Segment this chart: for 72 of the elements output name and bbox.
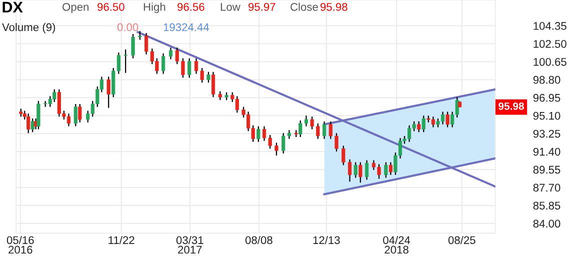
candlestick	[364, 160, 369, 180]
annotation: Low	[220, 3, 240, 11]
candlestick	[384, 162, 388, 178]
annotation: 19324.44	[164, 23, 210, 32]
candlestick	[328, 120, 332, 140]
candlestick	[200, 67, 204, 84]
candlestick	[348, 158, 352, 182]
candlestick	[106, 76, 110, 108]
y-tick-label: 91.40	[533, 148, 560, 156]
candlestick	[168, 47, 173, 60]
candlestick	[358, 162, 362, 184]
annotation: 95.97	[248, 2, 276, 11]
x-tick-label: 04/24 2018	[383, 236, 410, 254]
candlestick	[181, 58, 185, 78]
y-tick-label: 102.50	[534, 40, 566, 48]
x-tick-label: 05/16 2016	[6, 236, 34, 254]
annotation: 96.50	[98, 2, 124, 11]
y-tick-label: 85.85	[533, 202, 560, 210]
y-tick-label: 98.80	[533, 76, 560, 84]
candlestick	[422, 115, 426, 133]
candlestick	[322, 120, 326, 140]
candlestick	[274, 142, 278, 156]
x-tick-label: 11/22	[108, 236, 134, 244]
candlestick	[310, 116, 314, 130]
candlestick	[334, 132, 338, 152]
candlestick	[144, 32, 148, 55]
y-tick-label: 89.55	[533, 166, 560, 174]
y-tick-label: 96.95	[533, 94, 560, 102]
candlestick	[342, 145, 346, 166]
annotation: High	[144, 2, 166, 14]
annotation: 96.56	[178, 2, 204, 11]
y-tick-label: 100.65	[534, 58, 566, 66]
candlestick	[354, 162, 358, 178]
candlestick	[194, 58, 198, 74]
candlestick	[36, 100, 40, 130]
candlestick	[388, 162, 392, 176]
candlestick	[282, 132, 286, 154]
annotation: 95.98	[320, 2, 348, 11]
candlestick	[124, 48, 128, 74]
y-tick-label: 84.00	[533, 220, 560, 228]
chart-title: DX	[2, 2, 23, 12]
candlestick	[298, 120, 302, 138]
y-tick-label: 87.70	[533, 184, 560, 192]
x-tick-label: 08/08	[245, 236, 272, 244]
annotation: 0.00	[117, 23, 138, 32]
text: 95.98	[498, 102, 524, 110]
candlestick	[417, 120, 421, 133]
x-tick-label: 08/25	[448, 236, 476, 244]
candlestick	[316, 122, 320, 140]
candlestick	[161, 52, 166, 74]
candlestick	[74, 103, 78, 127]
candlestick	[211, 71, 216, 98]
annotation: Open	[62, 2, 88, 14]
candlestick	[256, 126, 260, 142]
candlestick	[188, 58, 192, 78]
annotation: Volume (9)	[2, 23, 56, 34]
x-tick-label: 03/31 2017	[176, 236, 204, 254]
x-tick-label: 12/13	[313, 236, 340, 244]
candlestick	[30, 118, 34, 133]
candlestick	[131, 33, 135, 59]
candlestick	[262, 126, 266, 142]
candlestick	[175, 47, 179, 65]
y-tick-label: 104.35	[534, 22, 566, 30]
y-tick-label: 95.10	[533, 112, 560, 120]
candlestick	[206, 71, 210, 84]
candlestick	[78, 103, 82, 123]
candlestick	[26, 113, 30, 134]
y-tick-label: 93.25	[533, 130, 560, 138]
candlestick	[304, 115, 308, 127]
candlestick	[446, 111, 450, 128]
annotation: Close	[290, 2, 318, 11]
candlestick	[268, 134, 272, 150]
